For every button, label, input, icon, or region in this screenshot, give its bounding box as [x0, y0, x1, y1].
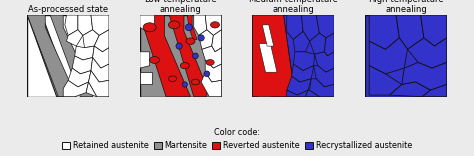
Polygon shape	[140, 15, 155, 31]
Ellipse shape	[168, 21, 180, 29]
Polygon shape	[396, 15, 424, 49]
Polygon shape	[140, 15, 191, 97]
Polygon shape	[205, 60, 221, 82]
Polygon shape	[63, 80, 89, 97]
Polygon shape	[91, 15, 109, 35]
Polygon shape	[310, 79, 334, 97]
Polygon shape	[314, 66, 334, 87]
Polygon shape	[306, 90, 319, 97]
Polygon shape	[287, 76, 311, 95]
Polygon shape	[256, 64, 264, 97]
Ellipse shape	[180, 63, 189, 69]
Polygon shape	[259, 44, 277, 72]
Polygon shape	[408, 38, 447, 68]
Polygon shape	[369, 38, 408, 74]
Polygon shape	[287, 90, 308, 97]
Polygon shape	[169, 15, 207, 97]
Polygon shape	[283, 15, 334, 97]
Polygon shape	[324, 33, 334, 56]
Title: Medium-temperature
annealing: Medium-temperature annealing	[248, 0, 338, 14]
Polygon shape	[402, 62, 447, 90]
Polygon shape	[293, 31, 310, 52]
Ellipse shape	[150, 56, 159, 63]
Polygon shape	[187, 15, 197, 40]
Polygon shape	[262, 25, 273, 46]
Polygon shape	[65, 15, 78, 35]
Polygon shape	[27, 15, 72, 97]
Polygon shape	[390, 82, 430, 97]
Polygon shape	[83, 30, 99, 48]
Polygon shape	[212, 30, 221, 52]
Polygon shape	[261, 52, 271, 97]
Polygon shape	[205, 15, 221, 35]
Polygon shape	[140, 52, 150, 68]
Polygon shape	[369, 66, 402, 95]
Polygon shape	[92, 46, 109, 68]
Polygon shape	[66, 30, 83, 46]
Polygon shape	[86, 82, 97, 97]
Circle shape	[198, 35, 204, 41]
Title: As-processed state: As-processed state	[28, 5, 108, 14]
Polygon shape	[89, 71, 109, 97]
Polygon shape	[293, 52, 315, 71]
Circle shape	[204, 71, 210, 77]
Polygon shape	[420, 15, 447, 46]
Polygon shape	[315, 52, 334, 72]
Polygon shape	[201, 72, 221, 97]
Polygon shape	[287, 15, 303, 40]
Polygon shape	[78, 15, 92, 35]
Polygon shape	[253, 15, 295, 97]
Ellipse shape	[210, 22, 219, 28]
Polygon shape	[27, 15, 76, 97]
Polygon shape	[292, 64, 314, 82]
Ellipse shape	[143, 23, 156, 32]
Circle shape	[185, 24, 192, 31]
Polygon shape	[194, 15, 207, 35]
Circle shape	[176, 43, 182, 49]
Polygon shape	[316, 15, 334, 38]
Polygon shape	[310, 33, 326, 54]
Polygon shape	[72, 56, 92, 74]
Ellipse shape	[191, 79, 200, 85]
Circle shape	[192, 53, 198, 59]
Title: Low-temperature
annealing: Low-temperature annealing	[145, 0, 217, 14]
Polygon shape	[74, 46, 94, 60]
Ellipse shape	[206, 60, 214, 65]
Ellipse shape	[186, 38, 195, 44]
Polygon shape	[422, 84, 447, 97]
Ellipse shape	[168, 76, 177, 82]
Legend: Retained austenite, Martensite, Reverted austenite, Recrystallized austenite: Retained austenite, Martensite, Reverted…	[61, 127, 413, 152]
Polygon shape	[199, 30, 213, 49]
Polygon shape	[369, 15, 400, 49]
Polygon shape	[50, 15, 92, 97]
Polygon shape	[94, 30, 109, 52]
Polygon shape	[68, 68, 91, 87]
Title: High-temperature
annealing: High-temperature annealing	[368, 0, 444, 14]
Polygon shape	[301, 15, 319, 41]
Polygon shape	[91, 58, 109, 82]
Circle shape	[182, 82, 187, 87]
Polygon shape	[140, 72, 152, 84]
Polygon shape	[202, 46, 221, 68]
